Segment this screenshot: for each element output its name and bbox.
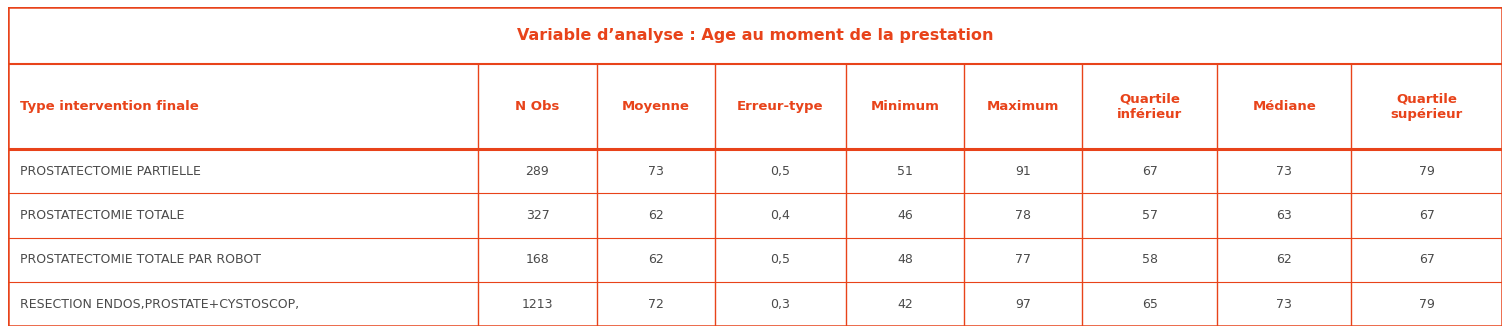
Text: 46: 46 (897, 209, 914, 222)
Text: N Obs: N Obs (515, 100, 560, 113)
Text: 79: 79 (1419, 165, 1434, 177)
Text: 1213: 1213 (522, 298, 553, 311)
Text: 62: 62 (1276, 253, 1293, 266)
Text: 91: 91 (1015, 165, 1031, 177)
Text: 42: 42 (897, 298, 914, 311)
Text: 73: 73 (648, 165, 663, 177)
Text: 62: 62 (648, 253, 663, 266)
Text: Maximum: Maximum (988, 100, 1060, 113)
Text: 73: 73 (1276, 165, 1293, 177)
Text: 65: 65 (1142, 298, 1158, 311)
Text: 0,5: 0,5 (770, 253, 790, 266)
Text: 168: 168 (525, 253, 550, 266)
Text: 97: 97 (1015, 298, 1031, 311)
Text: 77: 77 (1015, 253, 1031, 266)
Text: 62: 62 (648, 209, 663, 222)
Text: Variable d’analyse : Age au moment de la prestation: Variable d’analyse : Age au moment de la… (516, 28, 994, 43)
Text: PROSTATECTOMIE PARTIELLE: PROSTATECTOMIE PARTIELLE (20, 165, 201, 177)
Text: 58: 58 (1142, 253, 1158, 266)
Text: 0,5: 0,5 (770, 165, 790, 177)
Text: Médiane: Médiane (1252, 100, 1317, 113)
Text: Minimum: Minimum (871, 100, 939, 113)
Text: 327: 327 (525, 209, 550, 222)
Text: RESECTION ENDOS,PROSTATE+CYSTOSCOP,: RESECTION ENDOS,PROSTATE+CYSTOSCOP, (20, 298, 299, 311)
Text: 67: 67 (1419, 253, 1434, 266)
Text: PROSTATECTOMIE TOTALE: PROSTATECTOMIE TOTALE (20, 209, 184, 222)
Text: Quartile
supérieur: Quartile supérieur (1391, 93, 1463, 121)
Text: 51: 51 (897, 165, 914, 177)
Text: Type intervention finale: Type intervention finale (20, 100, 198, 113)
Text: 78: 78 (1015, 209, 1031, 222)
Text: 289: 289 (525, 165, 550, 177)
Text: Moyenne: Moyenne (622, 100, 690, 113)
Text: 63: 63 (1276, 209, 1293, 222)
Text: 57: 57 (1142, 209, 1158, 222)
Text: 0,4: 0,4 (770, 209, 790, 222)
Text: 67: 67 (1142, 165, 1158, 177)
Text: 67: 67 (1419, 209, 1434, 222)
Text: Erreur-type: Erreur-type (737, 100, 823, 113)
Text: PROSTATECTOMIE TOTALE PAR ROBOT: PROSTATECTOMIE TOTALE PAR ROBOT (20, 253, 261, 266)
Text: 0,3: 0,3 (770, 298, 790, 311)
Text: 72: 72 (648, 298, 663, 311)
Text: 48: 48 (897, 253, 914, 266)
Text: Quartile
inférieur: Quartile inférieur (1117, 93, 1182, 121)
Text: 79: 79 (1419, 298, 1434, 311)
Text: 73: 73 (1276, 298, 1293, 311)
